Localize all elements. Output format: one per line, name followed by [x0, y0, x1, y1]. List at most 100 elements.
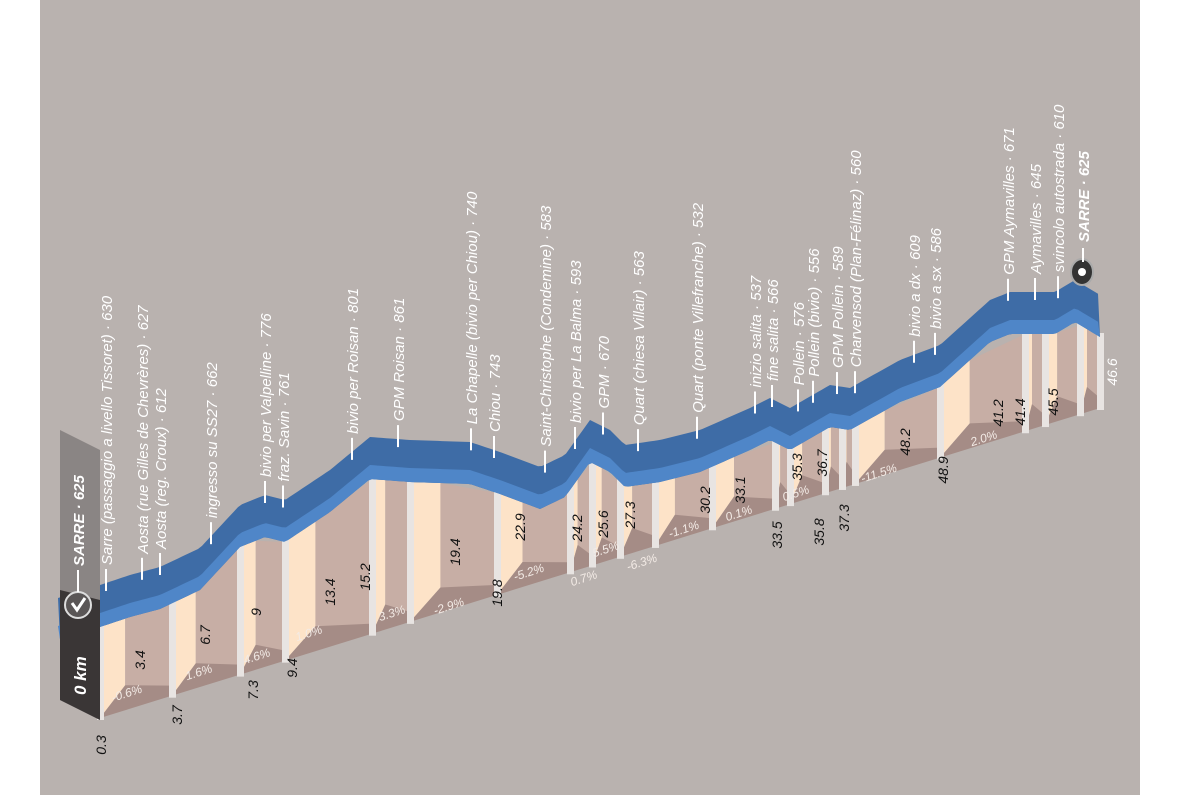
km-post	[494, 489, 501, 597]
panel-dark-face	[255, 540, 285, 661]
panel-floor	[620, 528, 655, 557]
waypoint-label: bivio per Valpelline · 776	[258, 313, 275, 477]
waypoint-label: Pollein (bivio) · 556	[806, 248, 823, 377]
km-base-label: 0.3	[93, 735, 109, 755]
waypoint-label: Chiou · 743	[487, 354, 504, 432]
km-base-label: 35.8	[811, 518, 827, 545]
km-post	[787, 446, 794, 507]
waypoint-label: fraz. Savin · 761	[276, 372, 293, 481]
km-post	[407, 478, 414, 624]
waypoint-label: ingresso su SS27 · 662	[204, 362, 221, 519]
waypoint-label: Quart (chiesa Villair) · 563	[631, 251, 648, 426]
km-inner-label: 6.7	[197, 624, 213, 645]
panel-dark-face	[522, 490, 570, 573]
km-inner-label: 22.9	[512, 513, 528, 541]
km-post	[169, 599, 176, 698]
panel-light-face	[410, 482, 441, 622]
waypoint-label: Sarre (passaggio a livello Tissoret) · 6…	[99, 295, 116, 565]
waypoint-label: fine salita · 566	[765, 279, 782, 381]
panel-floor	[592, 537, 620, 566]
waypoint-label: Pollein · 576	[791, 301, 808, 385]
waypoint-label: Quart (ponte Villefranche) · 532	[690, 202, 707, 412]
km-post	[589, 459, 596, 568]
km-inner-label: 35.3	[789, 453, 805, 480]
km-inner-label: 45.5	[1045, 388, 1061, 415]
km-post	[567, 486, 574, 575]
km-post	[1077, 321, 1084, 417]
km-post	[652, 478, 659, 548]
panel-floor	[285, 623, 372, 661]
panel-light-face	[712, 457, 735, 529]
km-post	[617, 478, 624, 559]
panel-floor	[172, 663, 240, 696]
waypoint-label: SARRE · 625	[1076, 150, 1093, 242]
panel-floor	[1025, 404, 1045, 432]
panel-floor	[940, 421, 1025, 458]
km-base-label: 48.9	[935, 456, 951, 483]
waypoint-label: Aosta (reg. Croux) · 612	[153, 387, 170, 550]
panel-floor	[1080, 387, 1100, 415]
km-post	[772, 438, 779, 511]
panel-dark-face	[195, 547, 240, 675]
km-post	[822, 425, 829, 496]
waypoint-label: Saint-Christophe (Condemine) · 583	[538, 205, 555, 447]
panel-dark-face	[734, 442, 775, 509]
km-post	[1022, 330, 1029, 434]
panel-floor	[855, 447, 940, 484]
panel-light-face	[172, 591, 196, 696]
panel-dark-face	[125, 603, 172, 696]
km-post	[97, 623, 104, 720]
panel-dark-face	[969, 334, 1025, 432]
waypoint-label: GPM Roisan · 861	[391, 298, 408, 421]
panel-dark-face	[385, 480, 410, 622]
km-inner-label: 25.6	[595, 510, 611, 538]
km-post	[237, 543, 244, 677]
waypoint-label: svincolo autostrada · 610	[1051, 104, 1068, 272]
km-base-label: 19.8	[489, 579, 505, 606]
km-base-label: 33.5	[769, 521, 785, 548]
panel-floor	[790, 475, 825, 505]
km-post	[369, 475, 376, 636]
panel-floor	[100, 685, 172, 718]
waypoint-label: bivio per Roisan · 801	[345, 288, 362, 434]
km-post	[1097, 333, 1104, 410]
km-inner-label: 41.4	[1012, 398, 1028, 425]
km-inner-label: 13.4	[322, 578, 338, 605]
panel-floor	[410, 584, 497, 622]
panel-floor	[1045, 396, 1080, 426]
panel-dark-face	[440, 483, 497, 595]
start-km-label: 0 km	[71, 656, 90, 695]
road-edge	[58, 308, 1100, 640]
waypoint-label: bivio a sx · 586	[928, 227, 945, 329]
waypoint-label: inizio salita · 537	[748, 275, 765, 387]
km-post	[1042, 330, 1049, 428]
panel-dark-face	[601, 467, 620, 557]
km-inner-label: 15.2	[357, 563, 373, 590]
km-inner-label: 19.4	[447, 538, 463, 565]
km-base-label: 9.4	[284, 658, 300, 678]
waypoint-label: bivio a dx · 609	[907, 234, 924, 336]
panel-light-face	[855, 410, 885, 484]
panel-dark-face	[1087, 329, 1100, 408]
km-inner-label: 24.2	[569, 514, 585, 542]
panel-floor	[712, 496, 775, 529]
panel-floor	[240, 644, 285, 675]
panel-light-face	[100, 618, 126, 718]
panel-floor	[497, 562, 570, 595]
panel-dark-face	[315, 479, 372, 634]
waypoint-label: bivio per La Balma · 593	[568, 260, 585, 423]
km-inner-label: 9	[248, 608, 264, 616]
panel-dark-face	[577, 463, 592, 566]
panel-floor	[825, 466, 842, 494]
km-post	[709, 462, 716, 531]
panel-floor	[372, 604, 410, 634]
km-post	[937, 383, 944, 460]
finish-marker-center	[1078, 268, 1086, 276]
panel-floor	[570, 544, 592, 573]
km-post	[852, 423, 859, 486]
waypoint-label: GPM · 670	[596, 335, 613, 408]
panel-light-face	[285, 521, 316, 661]
panel-light-face	[655, 478, 675, 546]
km-inner-label: 3.4	[132, 650, 148, 670]
